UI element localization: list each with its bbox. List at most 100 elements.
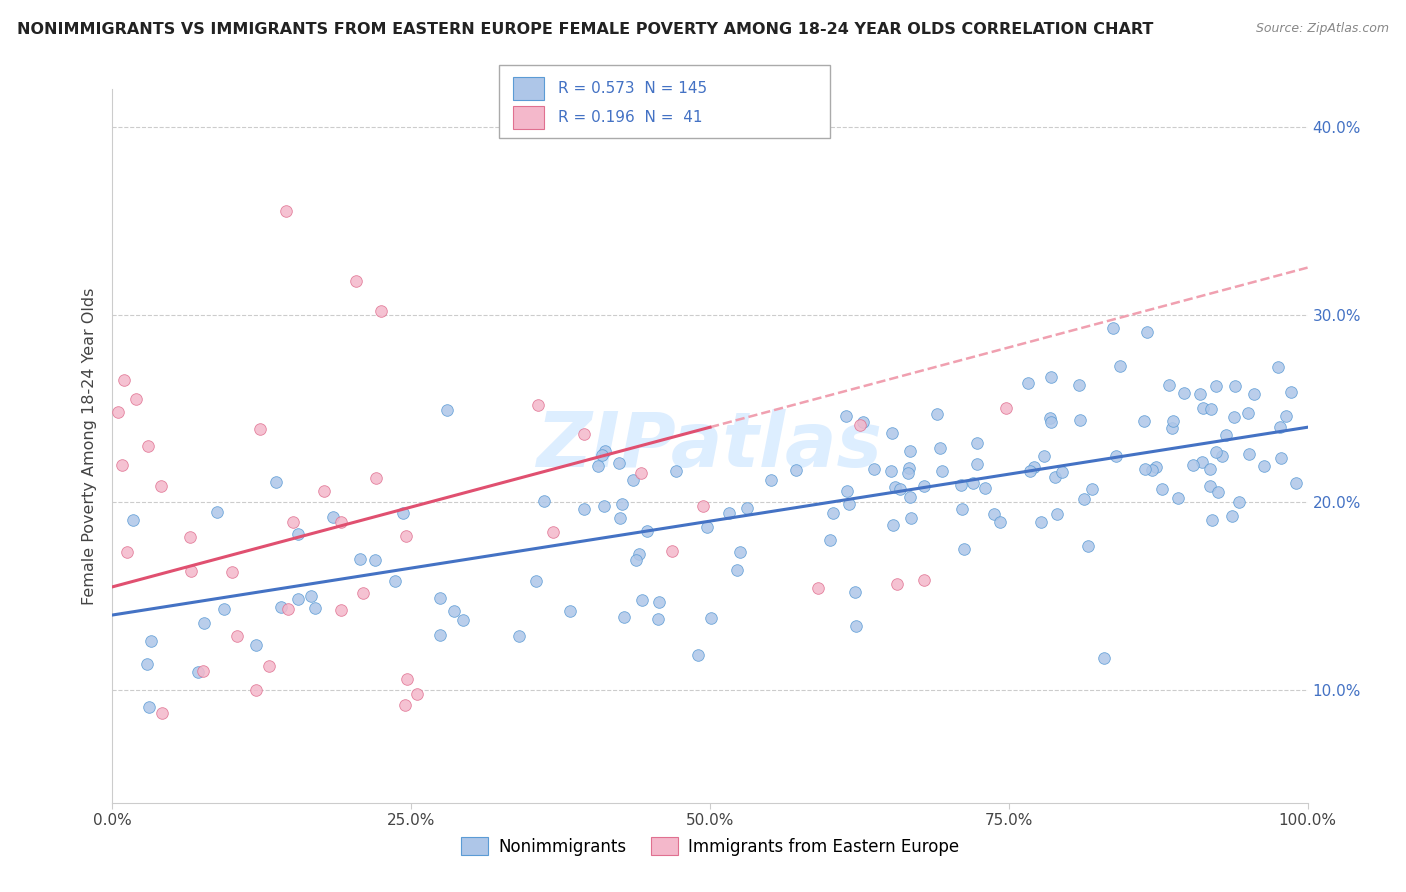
Point bbox=[1199, 401, 1222, 416]
Point bbox=[111, 458, 134, 472]
Point bbox=[1105, 449, 1128, 463]
Point bbox=[257, 658, 280, 673]
Point bbox=[592, 500, 614, 514]
Point bbox=[245, 682, 267, 697]
Point bbox=[612, 497, 634, 511]
Point bbox=[621, 473, 644, 487]
Point bbox=[349, 552, 371, 566]
Point bbox=[1223, 379, 1246, 393]
Point bbox=[572, 501, 595, 516]
Point bbox=[287, 592, 309, 607]
Point bbox=[1045, 470, 1067, 484]
Point bbox=[953, 541, 976, 556]
Point bbox=[1050, 465, 1073, 479]
Point bbox=[187, 665, 209, 680]
Point bbox=[925, 407, 948, 421]
Point bbox=[1077, 539, 1099, 553]
Point bbox=[1237, 447, 1260, 461]
Point bbox=[1029, 516, 1052, 530]
Point bbox=[1167, 491, 1189, 506]
Point bbox=[1205, 445, 1227, 459]
Point bbox=[364, 553, 387, 567]
Point bbox=[330, 515, 353, 529]
Point bbox=[1192, 401, 1215, 415]
Point bbox=[1140, 463, 1163, 477]
Point bbox=[1144, 459, 1167, 474]
Point bbox=[330, 603, 353, 617]
Text: NONIMMIGRANTS VS IMMIGRANTS FROM EASTERN EUROPE FEMALE POVERTY AMONG 18-24 YEAR : NONIMMIGRANTS VS IMMIGRANTS FROM EASTERN… bbox=[17, 22, 1153, 37]
Point bbox=[558, 604, 581, 618]
Point bbox=[966, 436, 988, 450]
Point bbox=[392, 507, 415, 521]
Point bbox=[1220, 508, 1243, 523]
Point bbox=[572, 426, 595, 441]
Point bbox=[1136, 325, 1159, 339]
Point bbox=[366, 471, 388, 485]
Point bbox=[884, 480, 907, 494]
Point bbox=[593, 443, 616, 458]
Point bbox=[1046, 507, 1069, 521]
Point bbox=[1188, 387, 1211, 401]
Point bbox=[191, 664, 214, 678]
Point bbox=[1081, 483, 1104, 497]
Point bbox=[1152, 482, 1174, 496]
Point bbox=[966, 457, 988, 471]
Point bbox=[688, 648, 710, 662]
Point bbox=[898, 444, 921, 458]
Point bbox=[882, 518, 904, 533]
Point bbox=[122, 513, 145, 527]
Point bbox=[1227, 495, 1250, 509]
Point bbox=[807, 581, 830, 595]
Point bbox=[138, 439, 160, 453]
Point bbox=[700, 611, 723, 625]
Point bbox=[1253, 458, 1275, 473]
Point bbox=[136, 657, 159, 671]
Point bbox=[214, 601, 236, 615]
Point bbox=[1215, 428, 1237, 442]
Point bbox=[845, 619, 868, 633]
Point bbox=[1109, 359, 1132, 373]
Point bbox=[607, 456, 630, 470]
Point bbox=[299, 589, 322, 603]
Point bbox=[665, 464, 688, 478]
Point bbox=[834, 409, 856, 423]
Point bbox=[207, 505, 229, 519]
Point bbox=[304, 601, 326, 615]
Point bbox=[1267, 359, 1289, 374]
Point bbox=[988, 515, 1011, 529]
Point bbox=[886, 577, 908, 591]
Point bbox=[692, 500, 714, 514]
Point bbox=[352, 586, 374, 600]
Point bbox=[1222, 409, 1244, 424]
Point bbox=[889, 482, 911, 496]
Point bbox=[882, 426, 904, 441]
Point bbox=[149, 479, 172, 493]
Point bbox=[1182, 458, 1205, 472]
Point bbox=[396, 672, 419, 686]
Point bbox=[624, 553, 647, 567]
Point bbox=[931, 464, 953, 478]
Point bbox=[912, 479, 935, 493]
Point bbox=[591, 448, 613, 462]
Point bbox=[1211, 449, 1233, 463]
Point bbox=[962, 476, 984, 491]
Point bbox=[1019, 465, 1042, 479]
Point bbox=[394, 698, 416, 713]
Point bbox=[897, 461, 920, 475]
Point bbox=[880, 464, 903, 478]
Point bbox=[852, 415, 875, 429]
Point bbox=[586, 459, 609, 474]
Point bbox=[370, 303, 392, 318]
Point bbox=[125, 392, 148, 406]
Point bbox=[949, 478, 972, 492]
Point bbox=[115, 545, 138, 559]
Point bbox=[1039, 370, 1062, 384]
Point bbox=[1073, 492, 1095, 507]
Point bbox=[150, 706, 173, 720]
Point bbox=[1199, 479, 1222, 493]
Point bbox=[928, 441, 950, 455]
Point bbox=[138, 699, 160, 714]
Point bbox=[429, 628, 451, 642]
Point bbox=[1279, 384, 1302, 399]
Text: ZIPatlas: ZIPatlas bbox=[537, 409, 883, 483]
